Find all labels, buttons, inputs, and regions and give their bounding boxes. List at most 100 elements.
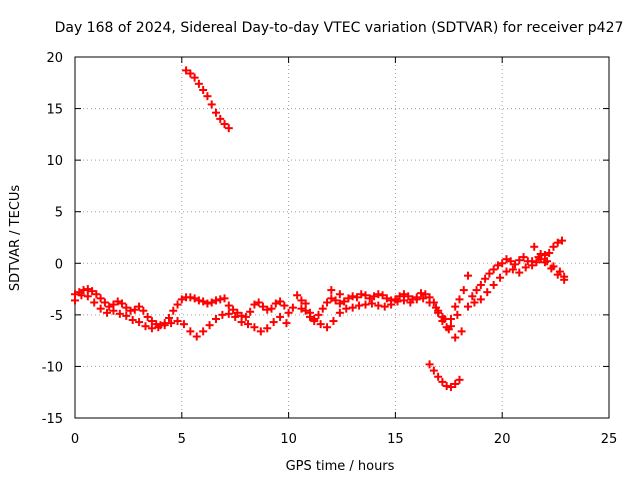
data-point	[323, 298, 332, 307]
data-point	[446, 383, 455, 392]
data-point	[186, 327, 195, 336]
data-point	[207, 100, 216, 109]
data-point	[352, 293, 361, 302]
x-tick-label: 20	[494, 432, 511, 447]
data-point	[173, 317, 182, 326]
data-point	[254, 298, 263, 307]
chart-title: Day 168 of 2024, Sidereal Day-to-day VTE…	[55, 20, 624, 36]
data-point	[237, 318, 246, 327]
data-point	[194, 79, 203, 88]
data-point	[440, 314, 449, 323]
data-point	[229, 305, 238, 314]
y-tick-label: 0	[55, 257, 63, 272]
data-point	[224, 124, 233, 133]
data-point	[130, 305, 139, 314]
data-point	[256, 327, 265, 336]
data-point	[186, 69, 195, 78]
data-point	[276, 312, 285, 321]
data-point	[380, 302, 389, 311]
data-point	[361, 300, 370, 309]
data-point	[545, 248, 554, 257]
data-point	[246, 307, 255, 316]
data-point	[179, 320, 188, 329]
y-tick-label: -5	[50, 309, 63, 324]
data-point	[211, 108, 220, 117]
data-point	[276, 297, 285, 306]
data-point	[126, 306, 135, 315]
data-point	[79, 286, 88, 295]
data-point	[425, 298, 434, 307]
data-point	[192, 332, 201, 341]
data-point	[318, 304, 327, 313]
data-point	[329, 317, 338, 326]
data-point	[241, 312, 250, 321]
x-tick-label: 0	[71, 432, 79, 447]
data-point	[515, 256, 524, 265]
data-point	[211, 296, 220, 305]
data-point	[105, 302, 114, 311]
data-point	[90, 298, 99, 307]
data-point	[297, 304, 306, 313]
data-point	[393, 297, 402, 306]
data-point	[122, 311, 131, 320]
data-point	[481, 274, 490, 283]
data-point	[438, 377, 447, 386]
data-point	[348, 303, 357, 312]
data-point	[88, 287, 97, 296]
data-point	[128, 316, 137, 325]
data-point	[250, 323, 259, 332]
data-point	[113, 297, 122, 306]
y-tick-label: -10	[42, 360, 63, 375]
data-point	[468, 292, 477, 301]
data-point	[421, 290, 430, 299]
y-tick-label: 10	[46, 154, 63, 169]
data-point	[117, 299, 126, 308]
data-point	[233, 308, 242, 317]
data-point	[476, 295, 485, 304]
data-point	[194, 296, 203, 305]
data-point	[216, 295, 225, 304]
data-point	[224, 301, 233, 310]
plot-frame	[74, 56, 610, 419]
data-point	[244, 320, 253, 329]
data-point	[395, 292, 404, 301]
data-point	[540, 251, 549, 260]
data-point	[207, 298, 216, 307]
data-point	[167, 319, 176, 328]
data-point	[267, 304, 276, 313]
data-point	[186, 293, 195, 302]
data-point	[154, 323, 163, 332]
data-point	[147, 317, 156, 326]
data-point	[555, 267, 564, 276]
data-point	[143, 312, 152, 321]
y-axis-label: SDTVAR / TECUs	[8, 185, 23, 292]
data-point	[282, 319, 291, 328]
data-point	[502, 255, 511, 264]
data-point	[485, 269, 494, 278]
data-point	[374, 290, 383, 299]
data-point	[122, 303, 131, 312]
data-point	[284, 308, 293, 317]
data-point	[115, 309, 124, 318]
data-point	[71, 296, 79, 305]
data-point	[190, 73, 199, 82]
axis-ticks	[74, 56, 610, 419]
x-axis-label: GPS time / hours	[286, 459, 395, 474]
data-point	[305, 308, 314, 317]
data-point	[532, 258, 541, 267]
data-point	[92, 290, 101, 299]
data-point	[472, 286, 481, 295]
data-point	[476, 280, 485, 289]
data-point	[139, 306, 148, 315]
data-point	[100, 298, 109, 307]
data-point	[293, 291, 302, 300]
data-point	[455, 375, 464, 384]
data-point	[425, 360, 434, 369]
data-point	[530, 242, 539, 251]
data-point	[498, 259, 507, 268]
data-point	[543, 257, 552, 266]
data-point	[169, 306, 178, 315]
data-point	[374, 301, 383, 310]
data-point	[216, 114, 225, 123]
data-point	[464, 302, 473, 311]
